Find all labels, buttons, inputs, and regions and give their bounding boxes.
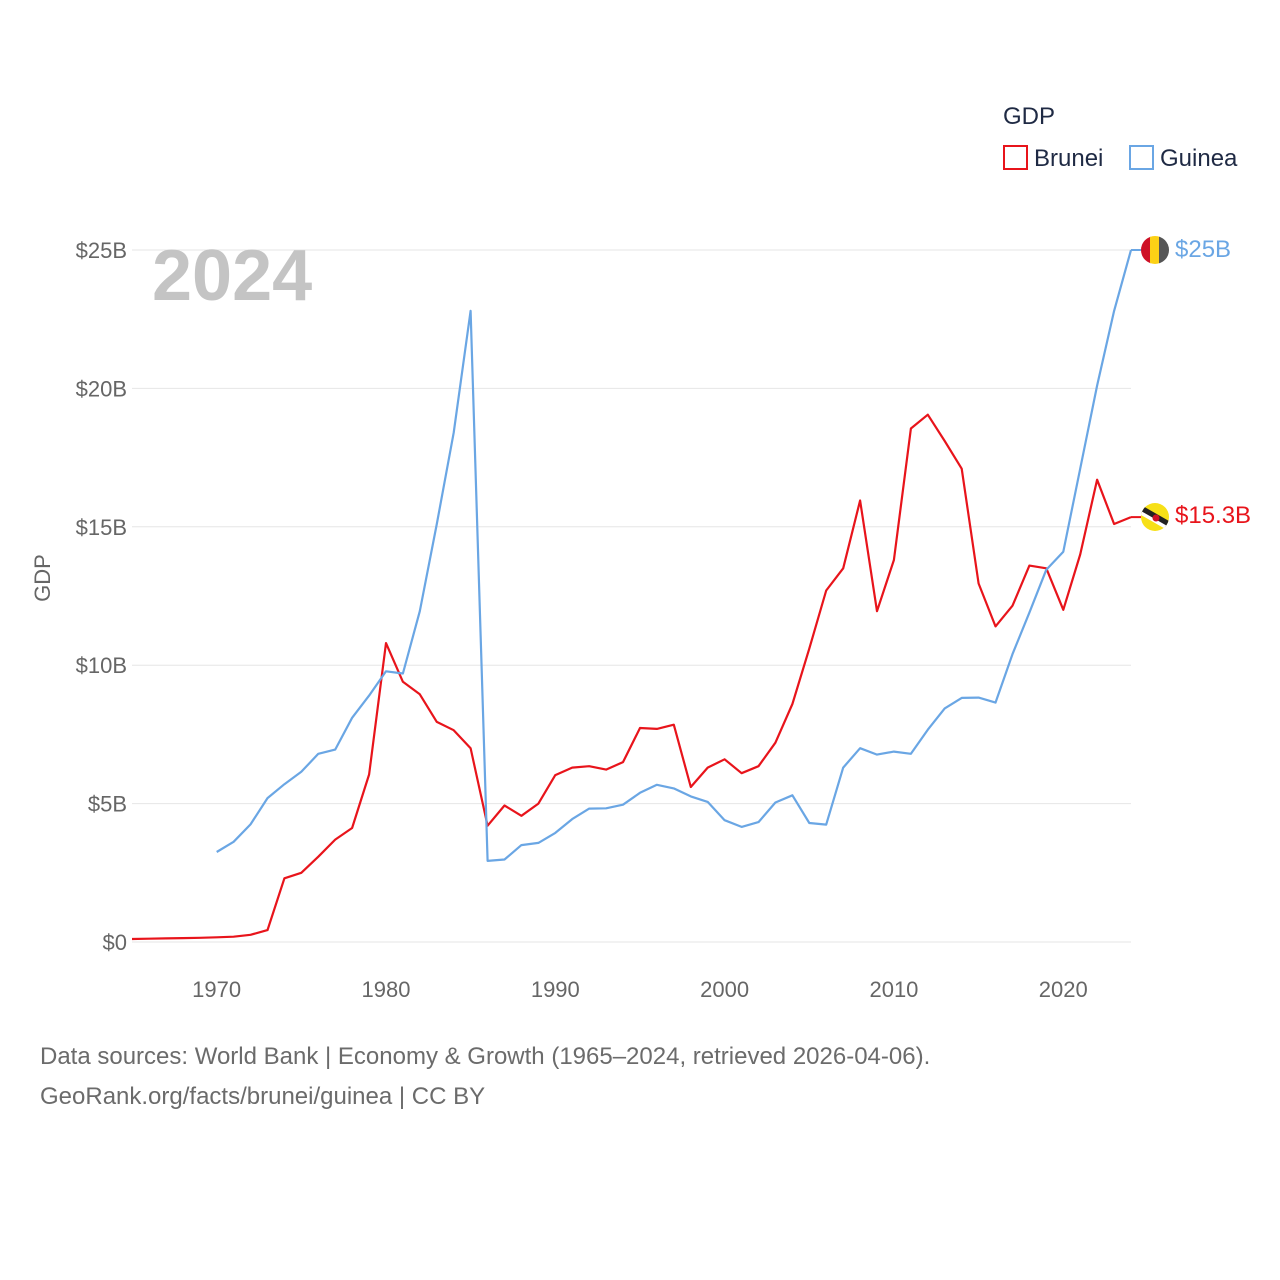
end-value-guinea: $25B <box>1175 236 1231 263</box>
x-tick-label: 2020 <box>1039 977 1088 1002</box>
legend-label-guinea: Guinea <box>1160 145 1238 172</box>
legend-item-guinea[interactable]: Guinea <box>1129 145 1238 172</box>
year-label: 2024 <box>152 236 312 316</box>
y-tick-label: $25B <box>76 238 127 263</box>
legend-label-brunei: Brunei <box>1034 145 1103 172</box>
x-axis-ticks: 1970 1980 1990 2000 2010 2020 <box>192 977 1088 1002</box>
y-tick-label: $0 <box>103 930 127 955</box>
brunei-flag-icon <box>1141 503 1169 531</box>
x-tick-label: 2010 <box>869 977 918 1002</box>
series-line-brunei[interactable] <box>131 413 1132 941</box>
legend-swatch-brunei <box>1003 145 1028 170</box>
end-value-brunei: $15.3B <box>1175 502 1251 529</box>
y-axis-title: GDP <box>30 554 55 602</box>
y-tick-label: $15B <box>76 515 127 540</box>
legend: GDP Brunei Guinea <box>1003 103 1238 172</box>
y-tick-label: $5B <box>88 792 127 817</box>
series-line-guinea[interactable] <box>216 249 1133 862</box>
legend-item-brunei[interactable]: Brunei <box>1003 145 1103 172</box>
footer-sources: Data sources: World Bank | Economy & Gro… <box>40 1043 931 1070</box>
y-tick-label: $10B <box>76 653 127 678</box>
x-tick-label: 1980 <box>362 977 411 1002</box>
legend-title: GDP <box>1003 103 1055 130</box>
x-tick-label: 2000 <box>700 977 749 1002</box>
guinea-flag-icon <box>1141 236 1169 264</box>
series-lines <box>131 249 1141 941</box>
x-tick-label: 1990 <box>531 977 580 1002</box>
x-tick-label: 1970 <box>192 977 241 1002</box>
footer-attribution[interactable]: GeoRank.org/facts/brunei/guinea | CC BY <box>40 1083 486 1110</box>
y-tick-label: $20B <box>76 376 127 401</box>
legend-swatch-guinea <box>1129 145 1154 170</box>
gridlines <box>132 249 1131 943</box>
y-axis-ticks: $0 $5B $10B $15B $20B $25B <box>76 238 127 955</box>
